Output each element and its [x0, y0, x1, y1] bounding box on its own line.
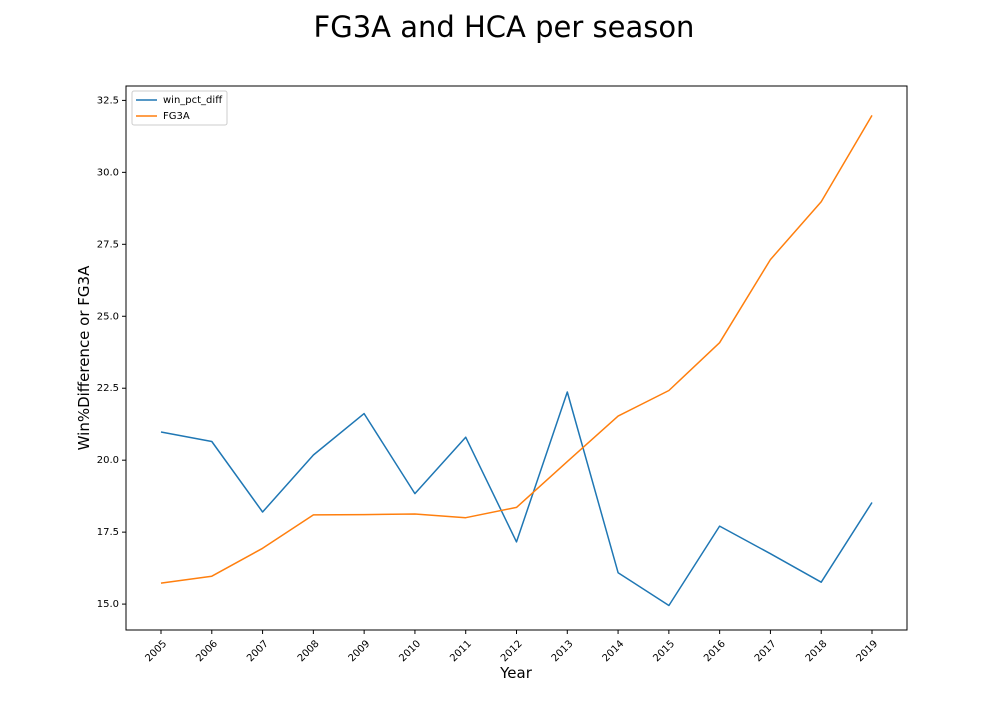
x-tick-label: 2005: [143, 638, 169, 664]
x-tick-label: 2007: [245, 638, 271, 664]
plot-area: 2005 2006 2007 2008 2009 2010 2011 2012 2013 2014…: [97, 85, 908, 664]
y-tick-label: 17.5: [97, 527, 119, 538]
x-tick-label: 2010: [397, 638, 423, 664]
x-tick-label: 2017: [753, 638, 779, 664]
plot-frame: [125, 85, 908, 631]
legend: win_pct_diff FG3A: [131, 90, 228, 126]
x-tick-label: 2015: [651, 638, 677, 664]
y-tick-label: 32.5: [97, 95, 119, 106]
x-tick-label: 2011: [448, 638, 474, 664]
x-tick-label: 2019: [854, 638, 880, 664]
x-tick-label: 2008: [296, 638, 322, 664]
y-tick-label: 30.0: [97, 167, 119, 178]
x-tick-label: 2014: [601, 638, 627, 664]
chart-title: FG3A and HCA per season: [314, 10, 695, 44]
series-line-win-pct-diff: [160, 391, 873, 607]
legend-label: win_pct_diff: [163, 95, 223, 106]
x-tick-label: 2012: [499, 638, 525, 664]
y-tick-label: 20.0: [97, 455, 119, 466]
x-axis-label: Year: [499, 664, 533, 682]
y-axis-label: Win%Difference or FG3A: [75, 265, 93, 450]
y-tick-label: 27.5: [97, 239, 119, 250]
y-tick-label: 15.0: [97, 599, 119, 610]
x-tick-label: 2006: [194, 638, 220, 664]
y-tick-label: 22.5: [97, 383, 119, 394]
x-tick-label: 2009: [347, 638, 373, 664]
legend-label: FG3A: [163, 111, 190, 122]
x-tick-label: 2013: [550, 638, 576, 664]
x-tick-label: 2016: [702, 638, 728, 664]
x-tick-label: 2018: [804, 638, 830, 664]
y-tick-label: 25.0: [97, 311, 119, 322]
series-line-fg3a: [160, 115, 873, 584]
